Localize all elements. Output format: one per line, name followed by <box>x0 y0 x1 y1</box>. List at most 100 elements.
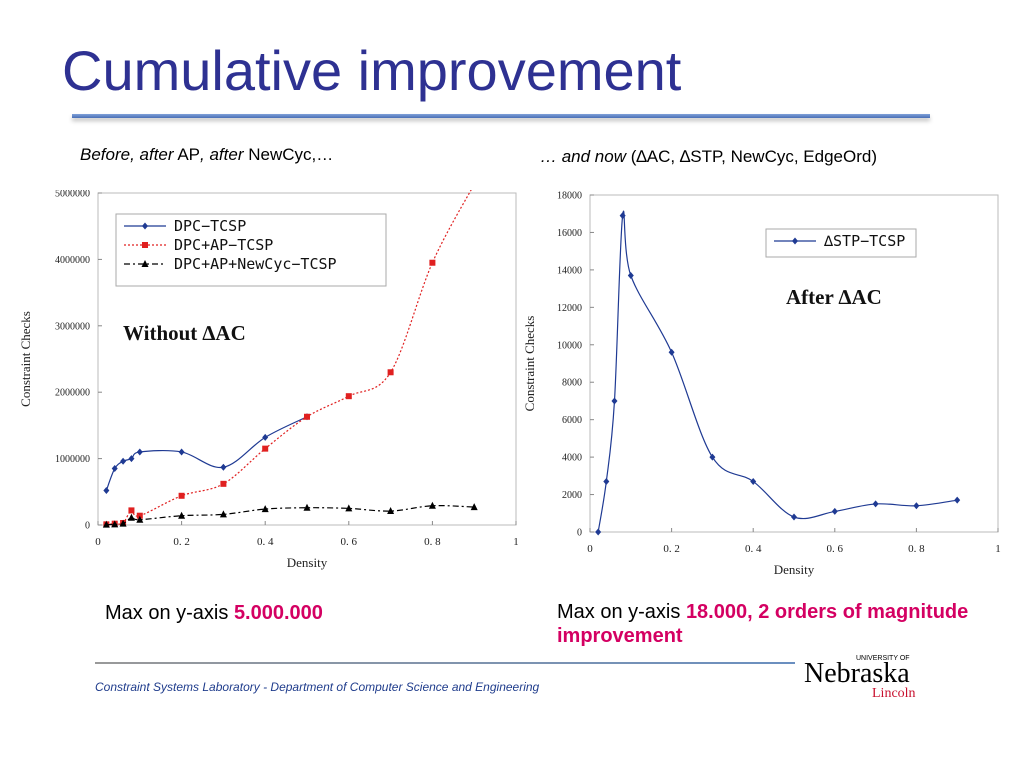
data-point <box>111 520 119 528</box>
y-tick-label: 2000 <box>562 490 582 501</box>
y-axis-label: Constraint Checks <box>18 311 33 407</box>
data-point <box>619 212 626 220</box>
x-tick-label: 0. 2 <box>173 536 190 548</box>
chart-annotation: Without ∆AC <box>123 321 246 345</box>
caption-part: AP <box>173 145 201 164</box>
data-point <box>220 480 227 487</box>
x-tick-label: 0. 6 <box>827 543 844 555</box>
legend-label: ∆STP−TCSP <box>823 232 905 250</box>
right-max-note: Max on y-axis 18.000, 2 orders of magnit… <box>557 600 977 648</box>
data-point <box>791 513 797 521</box>
data-point <box>429 259 436 266</box>
data-point <box>262 445 269 452</box>
data-point <box>111 465 118 473</box>
legend-marker <box>142 242 148 248</box>
legend-box <box>765 228 917 258</box>
x-axis-label: Density <box>774 562 815 577</box>
left-chart-caption: Before, after AP, after NewCyc,… <box>80 145 333 165</box>
data-point <box>750 477 757 485</box>
data-point <box>913 502 920 510</box>
x-tick-label: 0. 4 <box>257 536 274 548</box>
data-point <box>219 510 227 518</box>
y-tick-label: 18000 <box>557 191 582 202</box>
data-point <box>261 505 269 513</box>
y-tick-label: 5000000 <box>55 190 90 200</box>
data-point <box>603 477 610 485</box>
logo-campus: Lincoln <box>872 686 916 700</box>
data-point <box>102 520 110 528</box>
title-underline <box>72 114 930 118</box>
data-point <box>345 393 352 400</box>
plot-frame <box>97 192 517 526</box>
right-chart-caption: … and now (∆AC, ∆STP, NewCyc, EdgeOrd) <box>540 147 877 167</box>
x-tick-label: 0 <box>95 536 101 548</box>
data-point <box>220 463 227 471</box>
data-point <box>954 496 961 504</box>
note-highlight: 5.000.000 <box>233 602 323 624</box>
y-tick-label: 16000 <box>557 228 582 239</box>
data-point <box>128 455 135 463</box>
legend-label: DPC+AP−TCSP <box>174 236 273 254</box>
note-highlight: 18.000, 2 orders of magnitude improvemen… <box>557 601 969 647</box>
data-point <box>103 486 110 494</box>
plot-frame <box>589 194 999 533</box>
y-axis-label: Constraint Checks <box>522 316 537 412</box>
data-point <box>595 528 602 536</box>
x-tick-label: 0 <box>587 543 593 555</box>
data-point <box>668 348 675 356</box>
y-tick-label: 3000000 <box>55 321 90 332</box>
x-tick-label: 0. 4 <box>745 543 762 555</box>
caption-part: … and now <box>540 147 626 166</box>
data-point <box>119 519 127 527</box>
note-text: Max on y-axis <box>557 601 686 623</box>
legend-marker <box>141 260 149 267</box>
x-axis-label: Density <box>287 555 328 570</box>
right-chart: 0 2000 4000 6000 8000 10000 12000 14000 16000 180… <box>518 182 1008 584</box>
x-tick-label: 1 <box>995 543 1001 555</box>
data-point <box>428 501 436 509</box>
data-point <box>262 433 269 441</box>
x-tick-label: 0. 8 <box>908 543 925 555</box>
data-point <box>178 448 185 456</box>
y-tick-label: 6000 <box>562 415 582 426</box>
footer-text: Constraint Systems Laboratory - Departme… <box>95 680 540 694</box>
y-tick-label: 2000000 <box>55 388 90 399</box>
data-point <box>831 507 838 515</box>
legend-label: DPC−TCSP <box>174 217 246 235</box>
x-tick-label: 0. 8 <box>424 536 441 548</box>
data-point <box>303 503 311 511</box>
chart-annotation: After ∆AC <box>786 285 882 309</box>
x-tick-label: 0. 6 <box>341 536 358 548</box>
data-point <box>178 492 185 499</box>
data-point <box>304 413 310 420</box>
data-point <box>127 513 135 521</box>
legend-marker <box>142 222 148 230</box>
y-tick-label: 1000000 <box>55 454 90 465</box>
caption-part: , after <box>200 145 244 164</box>
y-tick-label: 8000 <box>562 378 582 389</box>
data-point <box>872 500 879 508</box>
y-tick-label: 0 <box>85 521 90 532</box>
nebraska-logo: UNIVERSITY OF Nebraska Lincoln <box>804 655 916 700</box>
y-tick-label: 4000 <box>562 453 582 464</box>
data-point <box>178 511 186 519</box>
x-tick-label: 0. 2 <box>663 543 680 555</box>
caption-part: (∆AC, ∆STP, NewCyc, EdgeOrd) <box>626 147 877 166</box>
legend-marker <box>792 237 798 245</box>
footer-rule <box>95 662 795 664</box>
logo-university-of: UNIVERSITY OF <box>856 655 910 662</box>
caption-part: NewCyc,… <box>243 145 334 164</box>
caption-part: Before, after <box>80 145 174 164</box>
y-tick-label: 0 <box>577 528 582 539</box>
y-tick-label: 10000 <box>557 340 582 351</box>
data-point <box>627 272 634 280</box>
data-point <box>709 453 716 461</box>
data-point <box>345 504 353 512</box>
legend-label: DPC+AP+NewCyc−TCSP <box>174 255 337 273</box>
data-point <box>128 507 135 514</box>
slide-title: Cumulative improvement <box>62 39 682 102</box>
chart-background <box>518 182 1008 584</box>
left-max-note: Max on y-axis 5.000.000 <box>105 602 323 625</box>
note-text: Max on y-axis <box>105 602 234 624</box>
left-chart: 0 1000000 2000000 3000000 4000000 5000000 0 0. … <box>18 190 528 580</box>
